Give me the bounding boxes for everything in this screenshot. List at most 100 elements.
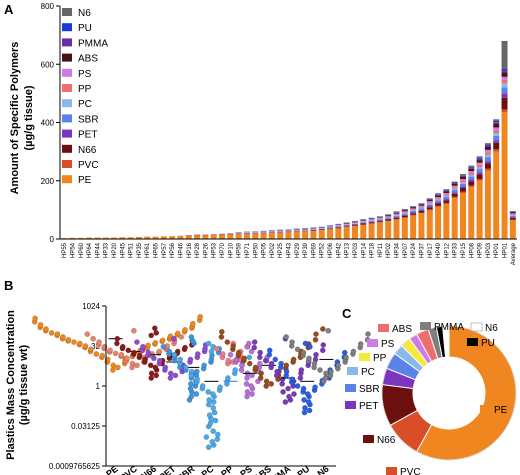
panel-a-bar-segment-pvc (410, 214, 417, 216)
panel-a-bar-segment-ps (426, 201, 433, 203)
panel-a-bar-segment-pe (368, 223, 375, 239)
panel-a-bar-segment-pet (410, 212, 417, 214)
panel-b-point-pmma (251, 344, 258, 351)
panel-b-point-ps (249, 391, 255, 397)
panel-b-point-n66 (148, 370, 155, 377)
panel-a-bar-segment-ps (410, 208, 417, 210)
panel-b-point-pvc (178, 334, 185, 340)
panel-b-point-pet (171, 335, 177, 342)
panel-b-point-ps (244, 389, 251, 395)
panel-a-bar-segment-abs (509, 212, 516, 214)
panel-b-point-pc (209, 438, 216, 445)
panel-a-bar-segment-ps (401, 211, 408, 212)
panel-b-scatter-chart: Plastics Mass Concentration (µg/g tissue… (5, 302, 371, 475)
panel-a-bar-segment-pvc (418, 212, 425, 214)
panel-b-point-n6 (289, 339, 295, 345)
panel-a-bar-segment-pe (393, 219, 400, 239)
panel-a-bar-segment-pp (451, 187, 458, 189)
panel-a-bar-segment-pvc (368, 223, 375, 224)
panel-b-point-ps (248, 348, 255, 355)
panel-b-point-n6 (294, 346, 301, 353)
panel-a-bar-segment-pp (335, 225, 342, 226)
panel-b-point-abs (258, 370, 264, 377)
panel-c-legend-swatch (378, 324, 389, 332)
panel-a-bar-segment-pet (368, 221, 375, 223)
panel-b-point-pu (289, 376, 295, 383)
panel-a-xtick-label: HP11 (378, 242, 384, 257)
panel-b-point-sbr (160, 343, 167, 350)
panel-a-bar-segment-n6 (493, 119, 500, 122)
panel-b-point-pu (306, 407, 313, 414)
panel-a-xtick-label: HP07 (403, 242, 409, 258)
panel-b-point-n6 (317, 367, 323, 373)
panel-a-bar-segment-sbr (459, 183, 466, 187)
panel-a-xtick-label: HP71 (245, 242, 251, 258)
panel-a-bar-segment-ps (393, 213, 400, 215)
panel-b-point-abs (290, 356, 297, 363)
panel-a-bar-segment-n66 (435, 203, 442, 206)
panel-b-xtick-label: PE (104, 464, 120, 475)
panel-b-point-pu (301, 409, 308, 416)
panel-a-legend-swatch (62, 8, 72, 16)
panel-b-xtick-label: ABS (252, 464, 273, 475)
panel-a-bar-segment-abs (401, 210, 408, 212)
panel-b-point-pc (177, 356, 184, 363)
panel-b-point-pc (171, 351, 178, 358)
panel-c-legend-label: PC (361, 367, 375, 378)
panel-b-point-pet (134, 339, 140, 345)
panel-a-bar-segment-ps (509, 213, 516, 215)
panel-a-bar-segment-pe (451, 198, 458, 239)
panel-a-bar-segment-n66 (318, 229, 325, 230)
panel-a-bar-segment-n6 (418, 203, 425, 204)
panel-a-bar-segment-sbr (476, 169, 483, 173)
panel-a-bar-segment-n6 (393, 211, 400, 212)
panel-a-bar-segment-pe (459, 192, 466, 239)
panel-b-point-n66 (148, 332, 155, 339)
panel-a-bar-segment-ps (468, 171, 475, 173)
panel-b-point-abs (219, 328, 225, 335)
panel-a-bar-segment-pp (509, 214, 516, 216)
panel-a-bar-segment-pe (501, 112, 508, 239)
panel-a-bar-segment-n6 (468, 165, 475, 167)
panel-a-bar-segment-pe (327, 229, 334, 239)
panel-a-bar-segment-pvc (401, 217, 408, 219)
panel-a-bar-segment-pe (219, 234, 226, 239)
panel-a-bar-segment-pe (94, 237, 101, 239)
panel-b-ytick-label: 32 (91, 342, 100, 351)
panel-c-legend-swatch (363, 435, 374, 443)
panel-b-point-pc (207, 420, 214, 426)
panel-b-point-n66 (120, 343, 126, 350)
panel-a-bar-segment-pc (443, 195, 450, 198)
panel-a-bar-segment-pvc (493, 149, 500, 152)
panel-a-bar-segment-pe (410, 215, 417, 239)
panel-a-bar-segment-pe (426, 210, 433, 239)
panel-a-bar-segment-pc (418, 207, 425, 209)
panel-a-bar-segment-pvc (385, 220, 392, 222)
panel-a-bar-segment-pe (135, 236, 142, 239)
panel-a-xtick-label: HP46 (178, 242, 184, 258)
panel-a-bar-segment-pet (385, 218, 392, 220)
panel-b-point-ps (246, 340, 252, 347)
panel-b-points (31, 314, 371, 450)
panel-b-point-n66 (152, 364, 159, 371)
panel-a-ytick-label: 600 (41, 60, 55, 69)
panel-a-bar-segment-pvc (501, 109, 508, 113)
panel-a-bar-segment-n6 (426, 198, 433, 199)
panel-b-point-pu (304, 391, 311, 397)
panel-b-xtick-label: PU (295, 464, 311, 475)
panel-b-point-pe (197, 314, 203, 320)
panel-a-bar-segment-ps (443, 192, 450, 195)
panel-a-bar-segment-sbr (327, 227, 334, 228)
panel-b-point-sbr (166, 348, 173, 355)
panel-b-point-n6 (323, 370, 329, 377)
panel-a-xtick-label: HP03 (353, 242, 359, 258)
panel-a-bar-segment-n6 (451, 181, 458, 183)
panel-a-bar-segment-pu (476, 157, 483, 159)
panel-a-bar-segment-pvc (351, 225, 358, 227)
panel-a-xtick-label: HP37 (419, 242, 425, 258)
panel-a-bar-segment-pe (102, 237, 109, 239)
panel-a-bar-segment-sbr (376, 219, 383, 221)
panel-b-point-pet (167, 370, 174, 377)
panel-a-bar-segment-pet (401, 214, 408, 216)
panel-b-point-pe (115, 364, 121, 371)
